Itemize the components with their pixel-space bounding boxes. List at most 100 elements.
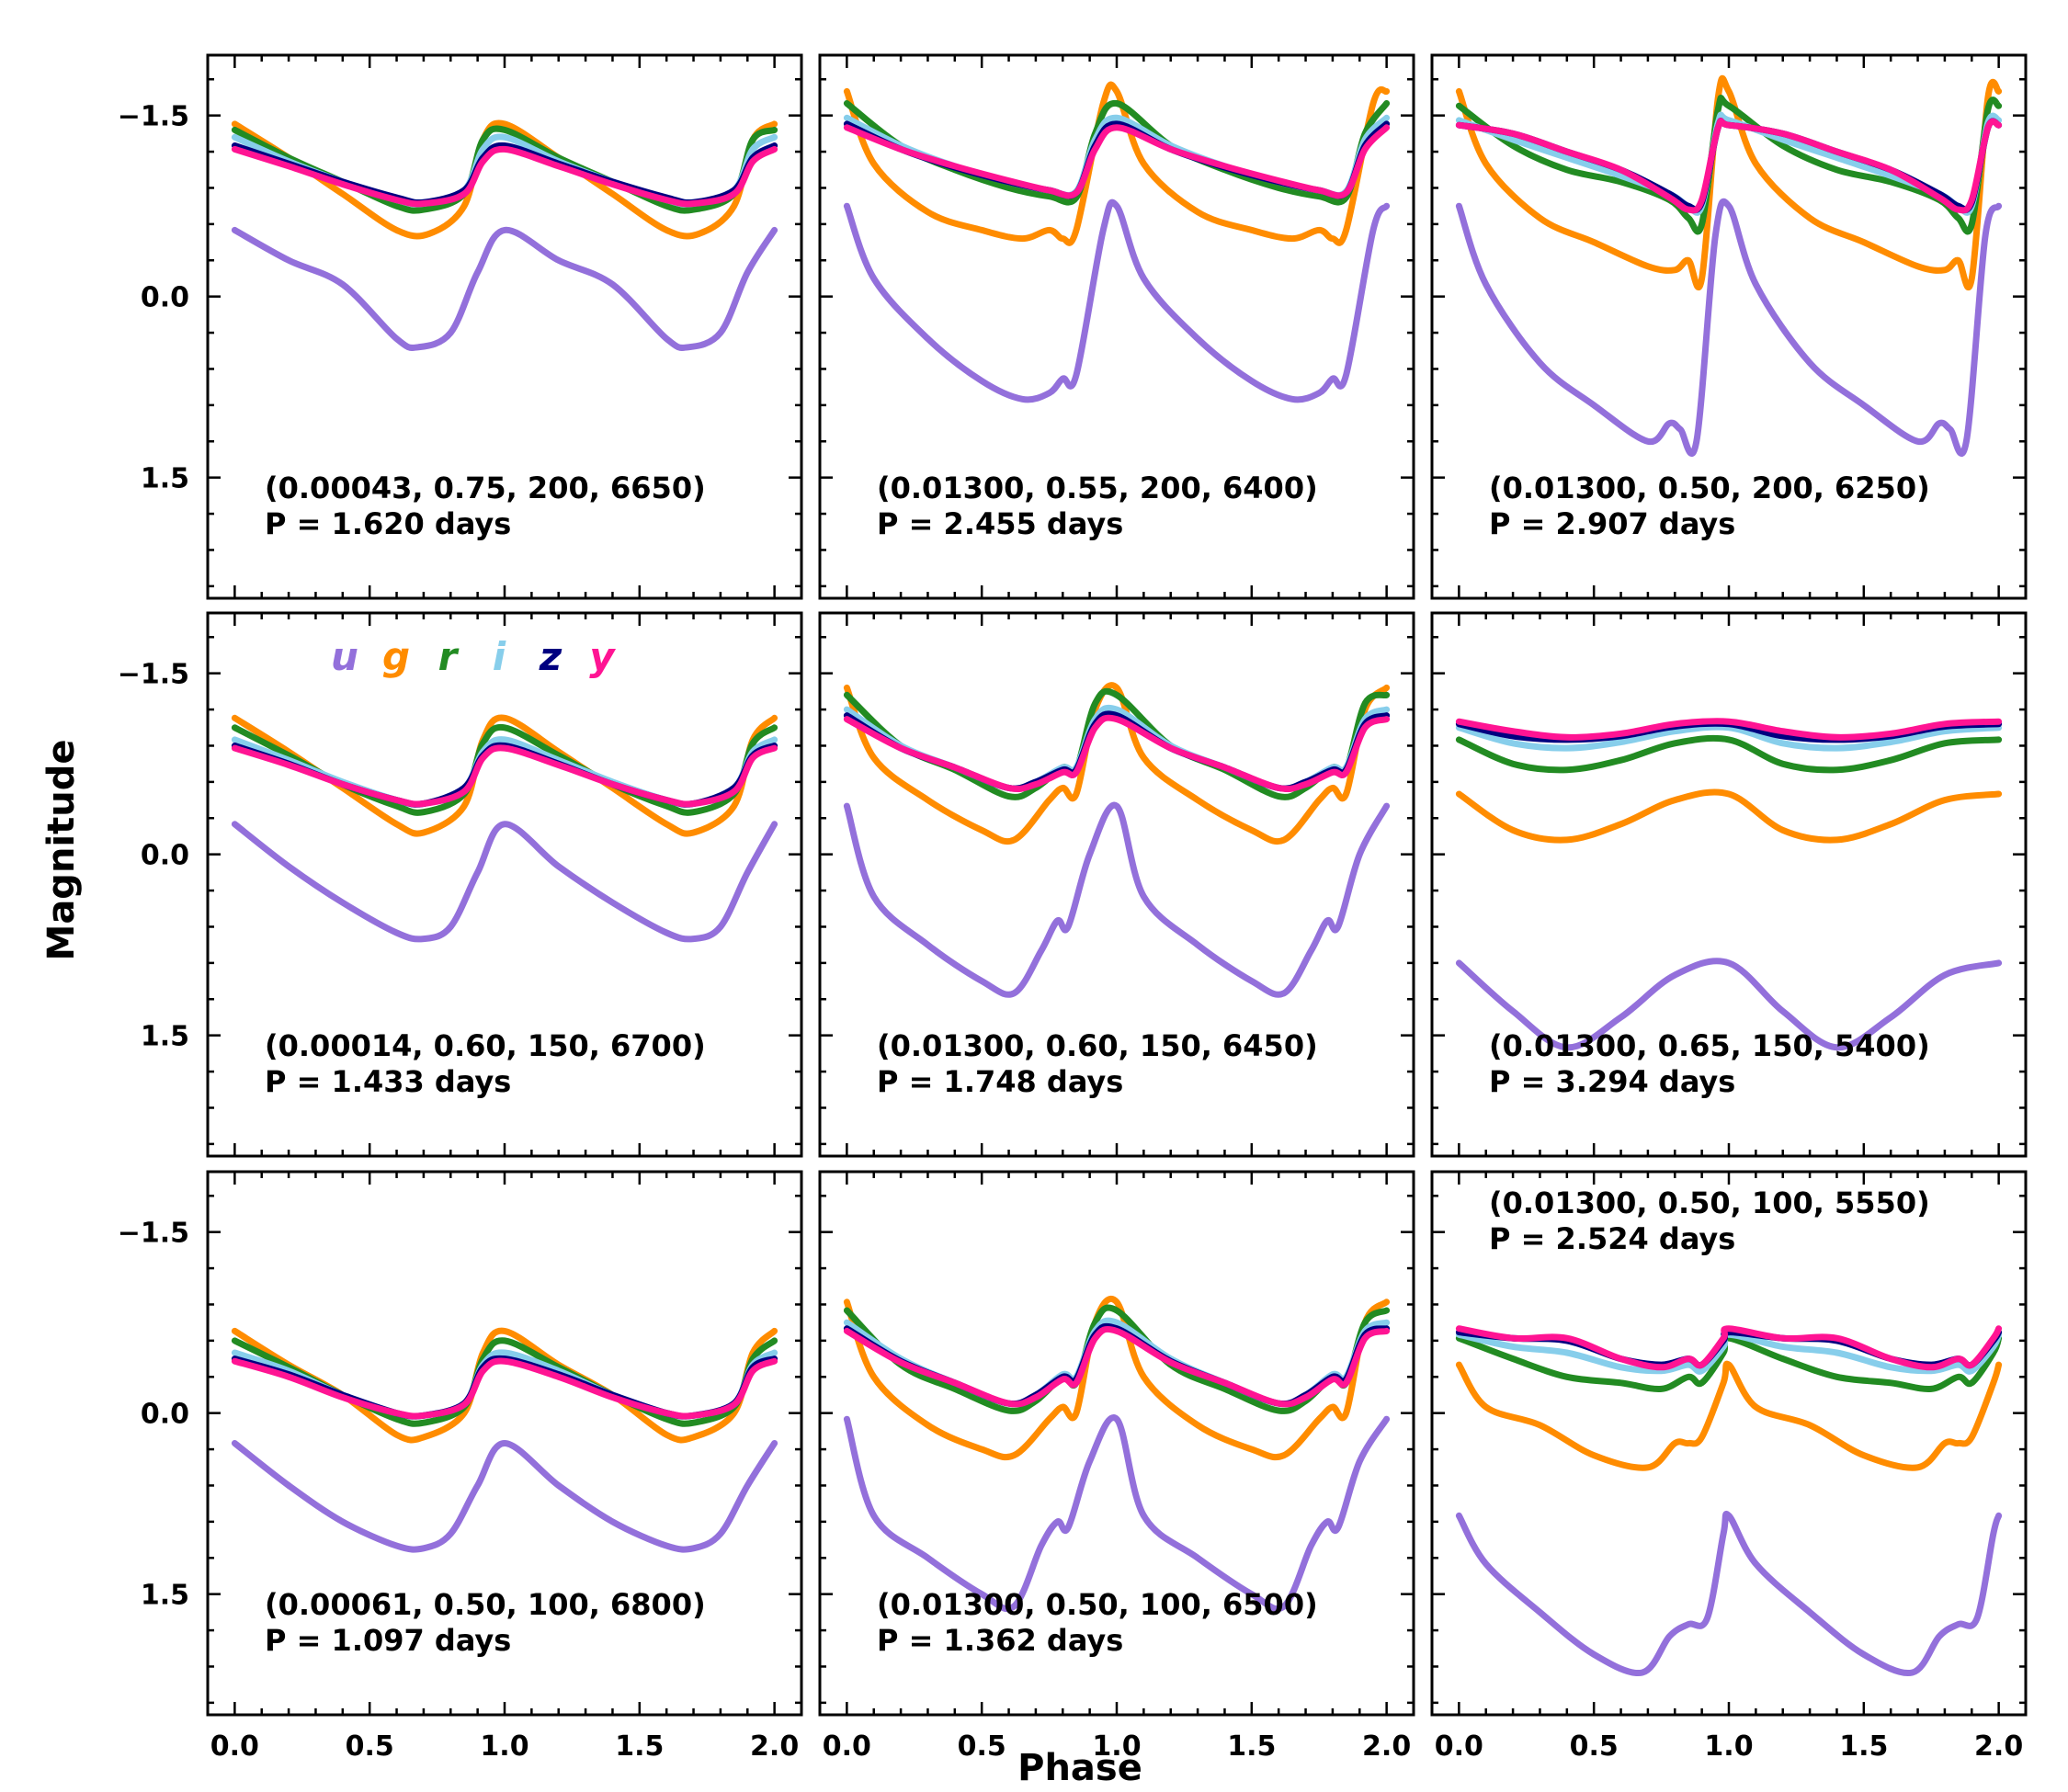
x-tick-label: 0.0 [823,1730,871,1763]
panel-5: (0.01300, 0.60, 150, 6450)P = 1.748 days [818,611,1415,1158]
curve-g-band [843,682,1391,845]
curve-y-band [1455,718,2003,741]
panel-3: (0.01300, 0.50, 200, 6250)P = 2.907 days [1430,53,2028,600]
panel-4: −1.5 0.0 1.5 (0.00014, 0.60, 150, 6700)P = … [118,611,803,1158]
panel-params: (0.01300, 0.50, 100, 6500) [877,1587,1318,1622]
panel-6: (0.01300, 0.65, 150, 5400)P = 3.294 days [1430,611,2028,1158]
curve-r-band [1455,734,2003,774]
panel-8: 0.0 0.5 1.0 1.5 2.0 (0.01300, 0.50, 100, 6500… [818,1170,1415,1763]
curve-r-band [1455,95,2003,235]
panel-7-curves [231,1327,778,1553]
x-tick-label: 1.0 [480,1730,528,1763]
panel-3-curves [1455,74,2003,458]
x-tick-label: 1.0 [1704,1730,1753,1763]
panel-6-curves [1455,718,2003,1051]
panel-params: (0.01300, 0.60, 150, 6450) [877,1028,1318,1063]
panel-period: P = 1.748 days [877,1064,1123,1099]
panel-7: −1.5 0.0 1.5 0.0 0.5 1.0 1.5 2.0 (0.00061, 0.50,… [118,1170,803,1763]
y-tick-label: −1.5 [118,1218,189,1250]
panel-params: (0.01300, 0.50, 200, 6250) [1489,471,1930,505]
panel-period: P = 1.362 days [877,1623,1123,1658]
curve-i-band [1455,111,2003,216]
curve-z-band [843,710,1391,792]
y-axis-title: Magnitude [40,740,83,961]
y-tick-label: −1.5 [118,659,189,691]
curve-i-band [1455,723,2003,752]
legend-entry-r: r [438,634,460,679]
panel-5-curves [843,682,1391,998]
legend-entry-u: u [331,634,358,679]
y-tick-label: −1.5 [118,101,189,133]
curve-y-band [231,744,778,808]
curve-g-band [231,119,778,240]
y-tick-label: 1.5 [141,463,189,495]
curve-y-band [843,714,1391,792]
curve-y-band [843,1325,1391,1408]
curve-u-band [1455,198,2003,458]
panel-period: P = 1.620 days [265,506,511,541]
panel-4-curves [231,714,778,943]
y-tick-label: 0.0 [141,282,189,314]
curve-y-band [1455,1325,2003,1371]
panel-params: (0.00061, 0.50, 100, 6800) [265,1587,706,1622]
x-tick-label: 1.5 [1839,1730,1888,1763]
panel-params: (0.01300, 0.55, 200, 6400) [877,471,1318,505]
panel-2: (0.01300, 0.55, 200, 6400)P = 2.455 days [818,53,1415,600]
panel-2-curves [843,81,1391,403]
panel-params: (0.00043, 0.75, 200, 6650) [265,471,706,505]
panel-period: P = 1.097 days [265,1623,511,1658]
curve-u-band [231,1440,778,1553]
curve-z-band [843,1322,1391,1408]
curve-z-band [1455,118,2003,213]
x-tick-label: 0.5 [346,1730,394,1763]
curve-g-band [231,714,778,837]
x-tick-label: 2.0 [1362,1730,1411,1763]
curve-y-band [1455,118,2003,214]
panel-period: P = 2.455 days [877,506,1123,541]
x-tick-label: 1.5 [615,1730,664,1763]
legend-entry-y: y [589,634,616,679]
panel-period: P = 1.433 days [265,1064,511,1099]
x-tick-label: 0.5 [1570,1730,1619,1763]
curve-u-band [843,198,1391,403]
y-tick-label: 0.0 [141,840,189,872]
curve-y-band [843,124,1391,199]
x-tick-label: 0.0 [1435,1730,1483,1763]
curve-u-band [1455,1510,2003,1677]
panel-period: P = 3.294 days [1489,1064,1735,1099]
panel-params: (0.00014, 0.60, 150, 6700) [265,1028,706,1063]
curve-y-band [231,145,778,208]
x-tick-label: 1.0 [1092,1730,1141,1763]
legend-entry-g: g [382,634,410,679]
curve-u-band [231,821,778,943]
curve-g-band [1455,74,2003,290]
x-tick-label: 0.0 [210,1730,259,1763]
curve-g-band [1455,1360,2003,1471]
legend-entry-z: z [539,634,562,679]
curve-g-band [843,1295,1391,1461]
curve-u-band [843,801,1391,998]
panel-1: −1.5 0.0 1.5 (0.00043, 0.75, 200, 6650)P = … [118,53,803,600]
x-tick-label: 2.0 [1974,1730,2023,1763]
legend-entry-i: i [493,634,506,679]
curve-u-band [1455,958,2003,1051]
y-tick-label: 0.0 [141,1399,189,1431]
x-tick-label: 1.5 [1227,1730,1276,1763]
curve-g-band [843,81,1391,246]
panel-params: (0.01300, 0.50, 100, 5550) [1489,1185,1930,1220]
curve-u-band [231,226,778,351]
panel-params: (0.01300, 0.65, 150, 5400) [1489,1028,1930,1063]
panel-9-curves [1455,1325,2003,1677]
curve-g-band [1455,788,2003,844]
panel-9: 0.0 0.5 1.0 1.5 2.0 (0.01300, 0.50, 100, 5550… [1430,1170,2028,1763]
curve-r-band [1455,1334,2003,1393]
curve-y-band [231,1357,778,1420]
curve-u-band [843,1414,1391,1613]
panel-period: P = 2.907 days [1489,506,1735,541]
x-axis-title: Phase [1017,1747,1142,1789]
x-tick-label: 0.5 [958,1730,1006,1763]
panel-8-curves [843,1295,1391,1613]
x-tick-label: 2.0 [750,1730,799,1763]
